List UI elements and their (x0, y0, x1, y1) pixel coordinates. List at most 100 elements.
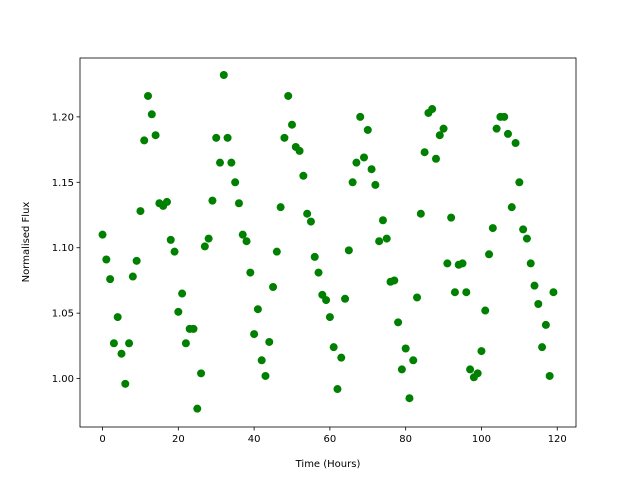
point (314, 268, 323, 277)
point (288, 120, 297, 129)
point (132, 256, 141, 265)
point (409, 356, 418, 365)
x-axis-label: Time (Hours) (295, 459, 361, 470)
point (367, 165, 376, 174)
point (140, 136, 149, 145)
point (337, 353, 346, 362)
point (257, 356, 266, 365)
point (401, 344, 410, 353)
point (507, 203, 516, 212)
point (238, 230, 247, 239)
point (200, 242, 209, 251)
point (246, 268, 255, 277)
x-tick-label: 20 (172, 434, 185, 445)
point (348, 178, 357, 187)
point (231, 178, 240, 187)
point (538, 343, 547, 352)
x-tick-label: 40 (248, 434, 261, 445)
point (500, 112, 509, 121)
point (166, 235, 175, 244)
point (303, 209, 312, 218)
x-tick-label: 80 (399, 434, 412, 445)
point (435, 131, 444, 140)
y-tick-label: 1.00 (52, 374, 74, 385)
point (375, 237, 384, 246)
point (492, 124, 501, 133)
point (526, 259, 535, 268)
point (511, 139, 520, 148)
point (223, 133, 232, 142)
point (443, 259, 452, 268)
point (151, 131, 160, 140)
point (181, 339, 190, 348)
point (178, 289, 187, 298)
point (261, 371, 270, 380)
point (341, 294, 350, 303)
point (109, 339, 118, 348)
point (333, 385, 342, 394)
point (106, 275, 115, 284)
point (174, 307, 183, 316)
point (356, 112, 365, 121)
point (144, 91, 153, 100)
y-axis-label: Normalised Flux (21, 202, 32, 283)
point (466, 365, 475, 374)
plot-frame (79, 57, 577, 428)
point (549, 288, 558, 297)
point (431, 154, 440, 163)
point (545, 371, 554, 380)
point (413, 293, 422, 302)
y-tick-label: 1.15 (52, 178, 74, 189)
point (458, 259, 467, 268)
x-tick-label: 100 (472, 434, 491, 445)
point (363, 125, 372, 134)
point (481, 306, 490, 315)
point (515, 178, 524, 187)
point (253, 305, 262, 314)
point (485, 250, 494, 259)
point (378, 216, 387, 225)
point (193, 404, 202, 413)
point (102, 255, 111, 264)
point (477, 347, 486, 356)
point (530, 281, 539, 290)
point (276, 203, 285, 212)
point (473, 369, 482, 378)
point (329, 343, 338, 352)
x-tick-label: 120 (548, 434, 567, 445)
point (359, 153, 368, 162)
point (420, 148, 429, 157)
point (428, 105, 437, 114)
point (189, 324, 198, 333)
point (371, 180, 380, 189)
point (197, 369, 206, 378)
point (519, 225, 528, 234)
point (284, 91, 293, 100)
point (462, 288, 471, 297)
point (136, 207, 145, 216)
point (397, 365, 406, 374)
point (344, 246, 353, 255)
point (541, 320, 550, 329)
point (204, 234, 213, 243)
point (352, 158, 361, 167)
point (250, 330, 259, 339)
point (447, 213, 456, 222)
y-tick-label: 1.10 (52, 243, 74, 254)
point (125, 339, 134, 348)
point (450, 288, 459, 297)
point (162, 197, 171, 206)
point (227, 158, 236, 167)
point (394, 318, 403, 327)
point (234, 199, 243, 208)
point (170, 247, 179, 256)
point (295, 146, 304, 155)
point (488, 224, 497, 233)
point (98, 230, 107, 239)
point (113, 313, 122, 322)
point (325, 313, 334, 322)
y-tick-label: 1.20 (52, 112, 74, 123)
point (265, 337, 274, 346)
